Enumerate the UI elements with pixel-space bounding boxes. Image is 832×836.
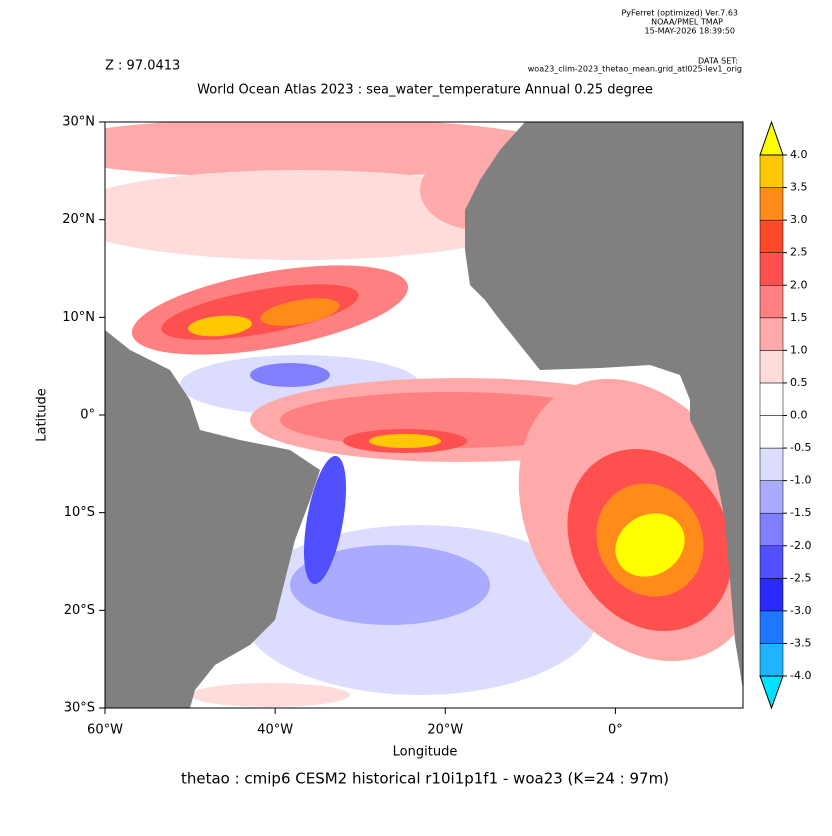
colorbar-bin (759, 350, 784, 384)
colorbar-bin (759, 480, 784, 514)
colorbar-bin (759, 415, 784, 449)
field-patch (615, 513, 685, 577)
caption: thetao : cmip6 CESM2 historical r10i1p1f… (181, 770, 669, 788)
z-label: Z : 97.0413 (105, 59, 180, 74)
date: 15-MAY-2026 18:39:50 (645, 27, 735, 36)
field-patch (188, 315, 252, 337)
y-tick-label: 20°N (62, 212, 95, 227)
y-axis-title: Latitude (35, 388, 50, 442)
colorbar-label: 1.5 (790, 311, 808, 324)
colorbar-label: -1.0 (790, 474, 811, 487)
field-patch (369, 434, 441, 448)
colorbar-label: -4.0 (790, 669, 811, 682)
colorbar-bin (759, 610, 784, 644)
y-tick-label: 0° (80, 408, 95, 423)
field-patch (190, 683, 350, 707)
y-tick-label: 10°S (64, 505, 95, 520)
colorbar-label: -3.0 (790, 604, 811, 617)
colorbar-bin (759, 512, 784, 546)
colorbar-label: -0.5 (790, 441, 811, 454)
colorbar-bin (759, 285, 784, 319)
colorbar-bin (759, 545, 784, 579)
colorbar-bin (759, 187, 784, 221)
colorbar-bin (759, 643, 784, 677)
y-tick-label: 30°N (62, 115, 95, 130)
y-tick-label: 10°N (62, 310, 95, 325)
x-tick-label: 0° (608, 723, 623, 738)
y-tick-label: 20°S (64, 603, 95, 618)
colorbar-bin (759, 382, 784, 416)
field (105, 122, 743, 708)
colorbar-label: 3.5 (790, 181, 808, 194)
field-patch (290, 545, 490, 625)
colorbar-label: -1.5 (790, 506, 811, 519)
software: PyFerret (optimized) Ver.7.63 (621, 9, 738, 18)
colorbar-bin (759, 578, 784, 612)
colorbar-label: 2.5 (790, 246, 808, 259)
colorbar-label: -3.5 (790, 636, 811, 649)
x-tick-label: 20°W (427, 723, 463, 738)
field-patch (260, 298, 340, 326)
colorbar-bin (759, 219, 784, 253)
colorbar-bin (759, 154, 784, 188)
colorbar-label: 4.0 (790, 148, 808, 161)
y-tick-label: 30°S (64, 701, 95, 716)
colorbar-low-extend (759, 675, 784, 710)
dataset-label: DATA SET: (698, 57, 738, 66)
colorbar-label: 1.0 (790, 343, 808, 356)
colorbar-high-extend (759, 120, 784, 156)
colorbar-bin (759, 317, 784, 351)
x-axis-title: Longitude (393, 745, 458, 760)
x-tick-label: 40°W (257, 723, 293, 738)
colorbar-bin (759, 447, 784, 481)
org: NOAA/PMEL TMAP (651, 18, 723, 27)
colorbar-label: 0.5 (790, 376, 808, 389)
chart-title: World Ocean Atlas 2023 : sea_water_tempe… (197, 83, 653, 98)
colorbar-label: 3.0 (790, 213, 808, 226)
dataset: woa23_clim-2023_thetao_mean.grid_atl025-… (528, 65, 742, 74)
land-africa (465, 122, 743, 690)
colorbar-label: -2.0 (790, 539, 811, 552)
colorbar-bin (759, 252, 784, 286)
colorbar-label: 0.0 (790, 409, 808, 422)
land-south-america (105, 330, 320, 708)
x-tick-label: 60°W (87, 723, 123, 738)
colorbar-label: 2.0 (790, 278, 808, 291)
field-patch (303, 455, 347, 585)
field-patch (250, 363, 330, 387)
colorbar-label: -2.5 (790, 571, 811, 584)
